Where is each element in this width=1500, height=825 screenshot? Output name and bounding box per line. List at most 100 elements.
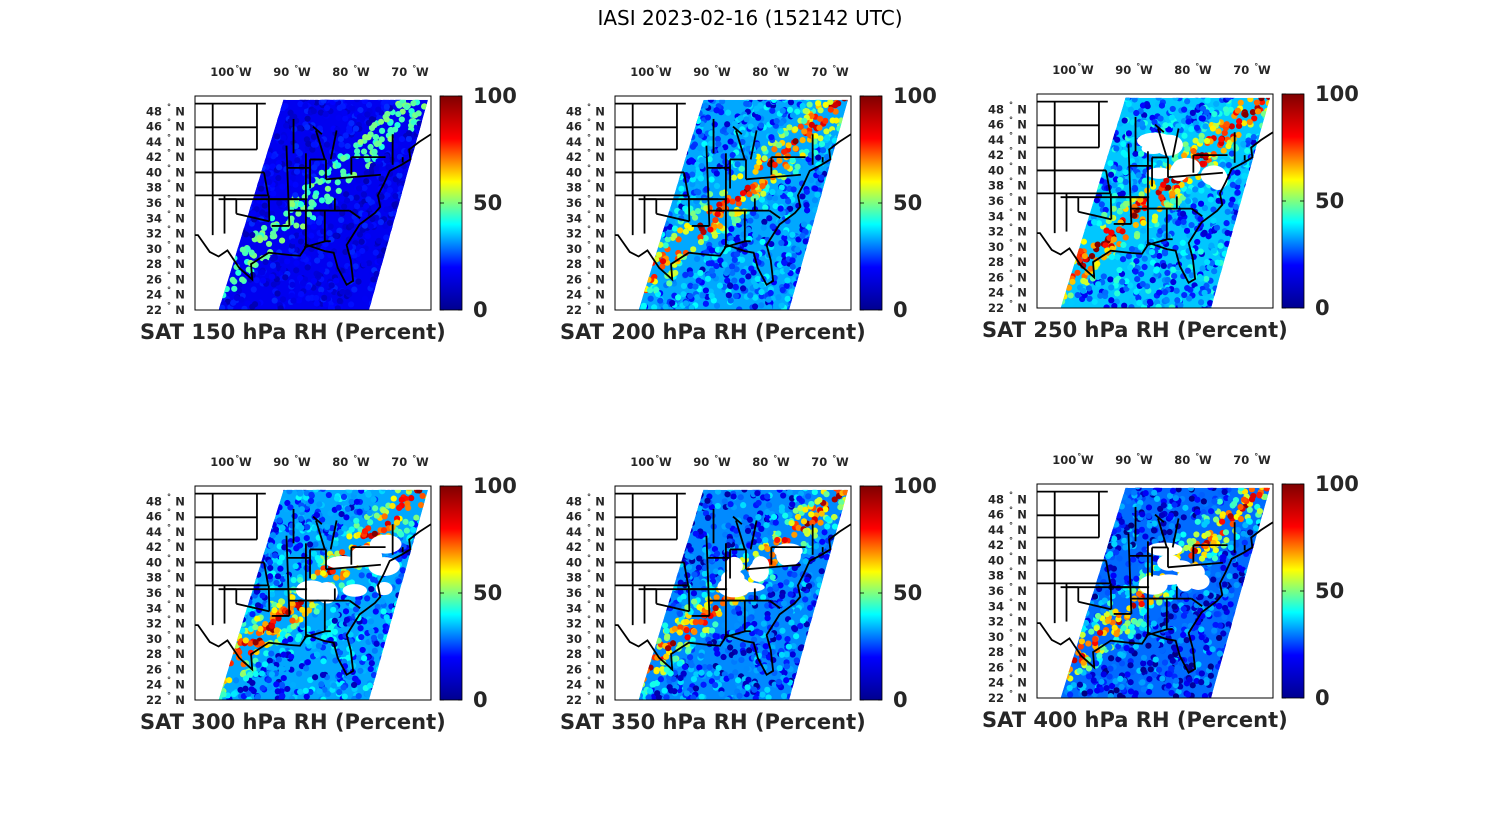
degree-symbol: ° bbox=[587, 286, 591, 295]
rh-point bbox=[339, 644, 346, 651]
rh-point bbox=[1214, 259, 1221, 266]
rh-point bbox=[270, 281, 277, 288]
lon-label-hemi: W bbox=[659, 65, 672, 79]
rh-point bbox=[1131, 212, 1138, 219]
rh-point bbox=[1177, 302, 1184, 308]
rh-point bbox=[1190, 148, 1197, 155]
rh-point bbox=[817, 115, 824, 122]
rh-point bbox=[1149, 277, 1156, 284]
lon-label-hemi: W bbox=[1081, 63, 1094, 77]
rh-point bbox=[784, 178, 791, 185]
degree-symbol: ° bbox=[587, 255, 591, 264]
rh-point bbox=[1085, 285, 1093, 292]
rh-point bbox=[367, 223, 374, 230]
rh-point bbox=[758, 302, 765, 309]
rh-point bbox=[1210, 206, 1217, 213]
lat-label-deg: 24 bbox=[566, 288, 582, 302]
rh-point bbox=[1161, 289, 1169, 296]
rh-panel-250: 100 ° W 90 ° W 80 ° W 70 ° W 48 ° N 46 ° N 44 ° N 42 ° N 40 ° N 38 °… bbox=[982, 58, 1402, 358]
rh-point bbox=[322, 241, 329, 248]
map-svg: 100 ° W 90 ° W 80 ° W 70 ° W48 ° N46 ° N44 ° N42 ° N40 ° N38 °… bbox=[988, 62, 1359, 320]
rh-point bbox=[830, 130, 837, 137]
rh-point bbox=[345, 177, 352, 184]
rh-point bbox=[392, 192, 399, 200]
rh-point bbox=[726, 282, 734, 289]
rh-point bbox=[1162, 122, 1169, 129]
rh-point bbox=[261, 224, 268, 232]
rh-point bbox=[380, 170, 387, 177]
rh-point bbox=[1155, 97, 1162, 101]
rh-point bbox=[268, 210, 275, 217]
rh-point bbox=[1116, 208, 1123, 215]
lat-label-hemi: N bbox=[175, 211, 185, 225]
rh-point bbox=[779, 107, 786, 114]
rh-point bbox=[672, 269, 679, 277]
lon-label-deg: 70 bbox=[811, 65, 827, 79]
degree-symbol: ° bbox=[167, 179, 171, 188]
rh-point bbox=[311, 164, 318, 171]
rh-point bbox=[283, 210, 290, 217]
rh-point bbox=[353, 99, 361, 103]
rh-point bbox=[754, 275, 761, 283]
lat-label-hemi: N bbox=[175, 288, 185, 302]
rh-point bbox=[713, 170, 720, 177]
rh-point bbox=[334, 179, 341, 186]
rh-point bbox=[239, 246, 246, 253]
rh-point bbox=[785, 142, 792, 149]
rh-point bbox=[729, 198, 736, 205]
rh-point bbox=[711, 232, 719, 239]
rh-point bbox=[293, 267, 300, 274]
rh-point bbox=[680, 282, 688, 290]
rh-point bbox=[1119, 256, 1127, 263]
rh-point bbox=[1113, 277, 1120, 284]
rh-point bbox=[646, 287, 654, 294]
rh-point bbox=[1225, 143, 1232, 150]
rh-point bbox=[378, 193, 385, 200]
rh-point bbox=[292, 181, 299, 188]
degree-symbol: ° bbox=[1009, 116, 1013, 125]
rh-point bbox=[1103, 304, 1110, 308]
rh-point bbox=[817, 135, 824, 142]
rh-point bbox=[1141, 255, 1148, 262]
rh-point bbox=[776, 157, 783, 164]
rh-point bbox=[1181, 106, 1188, 113]
rh-point bbox=[752, 294, 759, 301]
rh-point bbox=[392, 176, 399, 183]
rh-point bbox=[682, 228, 690, 235]
rh-point bbox=[786, 106, 794, 114]
lat-label-hemi: N bbox=[1017, 209, 1027, 223]
state-border bbox=[1109, 193, 1113, 220]
rh-point bbox=[312, 193, 319, 200]
rh-point bbox=[1164, 269, 1171, 277]
map-svg: 100 ° W 90 ° W 80 ° W 70 ° W48 ° N46 ° N44 ° N42 ° N40 ° N38 °… bbox=[146, 64, 517, 322]
degree-symbol: ° bbox=[294, 64, 298, 73]
rh-point bbox=[1108, 297, 1115, 304]
rh-point bbox=[388, 210, 395, 217]
rh-point bbox=[341, 109, 348, 117]
rh-point bbox=[1180, 117, 1188, 125]
rh-point bbox=[356, 508, 363, 515]
degree-symbol: ° bbox=[587, 225, 591, 234]
lat-label-hemi: N bbox=[175, 303, 185, 317]
rh-point bbox=[357, 138, 364, 146]
rh-point bbox=[727, 235, 734, 242]
rh-point bbox=[1197, 275, 1205, 282]
colorbar-tick-label: 100 bbox=[893, 84, 937, 108]
rh-point bbox=[316, 501, 323, 508]
rh-point bbox=[322, 301, 329, 308]
rh-point bbox=[360, 148, 368, 155]
colorbar-tick-label: 0 bbox=[1315, 296, 1330, 320]
rh-point bbox=[304, 264, 311, 271]
rh-point bbox=[769, 188, 776, 196]
lon-label-hemi: W bbox=[1199, 63, 1212, 77]
rh-point bbox=[417, 501, 425, 509]
rh-point bbox=[680, 198, 688, 205]
rh-point bbox=[303, 99, 310, 102]
state-border bbox=[1191, 207, 1203, 218]
rh-point bbox=[359, 247, 366, 255]
rh-point bbox=[739, 190, 747, 197]
rh-point bbox=[744, 184, 751, 191]
colorbar-tick-label: 0 bbox=[893, 298, 908, 322]
rh-point bbox=[707, 99, 714, 103]
rh-panel-200: 100 ° W 90 ° W 80 ° W 70 ° W 48 ° N 46 ° N 44 ° N 42 ° N 40 ° N 38 °… bbox=[560, 60, 980, 360]
